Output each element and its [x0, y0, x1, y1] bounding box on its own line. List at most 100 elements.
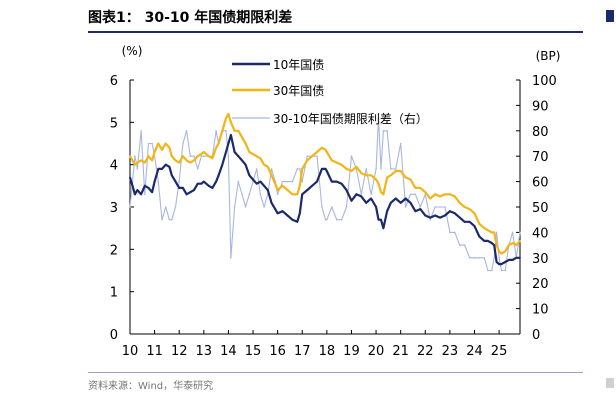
series-30y-point [439, 195, 441, 198]
right-tick-label: 50 [532, 201, 549, 216]
series-30y-point [217, 142, 220, 145]
series-10y-point [519, 256, 521, 259]
spread-point [151, 142, 153, 145]
spread-point [444, 206, 446, 208]
series-30y-point [429, 197, 432, 200]
right-tick-label: 40 [532, 226, 549, 241]
spread-point [291, 180, 294, 183]
series-30y-point [134, 163, 136, 166]
series-10y-point [233, 151, 236, 153]
spread-point [189, 155, 192, 157]
series-30y-point [255, 155, 258, 158]
left-tick-label: 2 [110, 243, 118, 258]
x-tick-label: 14 [220, 344, 237, 359]
series-10y-point [350, 199, 353, 202]
series-10y-point [252, 178, 254, 181]
series-10y-point [164, 163, 167, 166]
series-30y-point [207, 155, 210, 158]
x-tick-label: 20 [368, 344, 385, 359]
series-30y-point [244, 142, 247, 145]
spread-point [360, 193, 363, 196]
series-10y-point [478, 235, 481, 238]
x-tick-label: 10 [122, 344, 139, 359]
series-10y-point [458, 216, 461, 219]
series-30y-point [345, 168, 348, 170]
series-30y-point [493, 231, 496, 234]
right-tick-label: 0 [532, 328, 540, 343]
series-30y-point [164, 142, 167, 145]
series-30y-point [270, 174, 273, 177]
series-30y-point [487, 229, 489, 232]
series-30y-point [365, 174, 368, 177]
spread-point [182, 142, 184, 145]
spread-point [434, 206, 436, 208]
series-30y-point [237, 129, 240, 132]
spread-point [377, 117, 380, 119]
source-divider [88, 372, 583, 373]
series-10y-point [330, 180, 333, 183]
spread-point [215, 130, 217, 132]
spread-point [326, 218, 328, 221]
spread-point [463, 244, 466, 246]
series-10y-point [266, 189, 269, 192]
spread-point [375, 168, 377, 170]
series-10y-point [178, 187, 181, 189]
spread-point [276, 193, 279, 196]
spread-point [324, 218, 327, 221]
series-30y-point [301, 168, 304, 170]
series-10y-point [147, 187, 150, 189]
series-10y-point [439, 216, 441, 219]
series-10y-point [468, 220, 471, 223]
series-30y-line [129, 112, 521, 255]
series-30y-point [377, 182, 380, 185]
spread-point [171, 218, 173, 221]
spread-point [270, 168, 273, 170]
series-30y-point [263, 163, 265, 166]
series-30y-point [143, 161, 146, 164]
spread-point [178, 180, 180, 183]
series-10y-point [500, 263, 503, 265]
spread-point [301, 180, 304, 183]
spread-point [414, 193, 417, 196]
series-10y-point [170, 174, 173, 177]
series-30y-point [458, 201, 461, 204]
spread-point [490, 269, 493, 272]
series-10y-point [196, 182, 199, 185]
spread-point [147, 142, 150, 145]
series-30y-point [500, 252, 503, 255]
series-10y-point [419, 208, 422, 211]
series-10y-point [211, 187, 214, 189]
series-10y-point [129, 176, 131, 179]
series-30y-point [325, 151, 328, 153]
series-10y-point [444, 214, 446, 217]
series-10y-point [316, 180, 318, 183]
series-30y-point [504, 250, 507, 253]
spread-point [203, 155, 205, 157]
series-10y-point [140, 193, 143, 196]
series-30y-point [129, 155, 131, 158]
series-10y-point [306, 189, 309, 192]
spread-point [500, 269, 503, 272]
x-tick-label: 11 [146, 344, 163, 359]
series-30y-point [185, 159, 188, 162]
spread-point [316, 155, 318, 157]
spread-point [196, 168, 199, 170]
series-30y-point [196, 155, 199, 158]
right-tick-label: 80 [532, 125, 549, 140]
spread-point [227, 155, 230, 157]
series-30y-point [404, 176, 407, 179]
spread-point [370, 193, 372, 196]
spread-point [449, 231, 451, 234]
series-10y-point [168, 165, 171, 168]
series-30y-point [230, 121, 232, 124]
spread-point [248, 193, 251, 196]
series-10y-point [202, 180, 205, 183]
spread-point [200, 155, 203, 157]
series-10y-point [296, 220, 299, 223]
series-30y-point [202, 151, 205, 153]
series-30y-point [389, 174, 392, 177]
spread-point [519, 231, 521, 234]
series-30y-point [168, 146, 171, 149]
series-30y-point [511, 242, 514, 244]
